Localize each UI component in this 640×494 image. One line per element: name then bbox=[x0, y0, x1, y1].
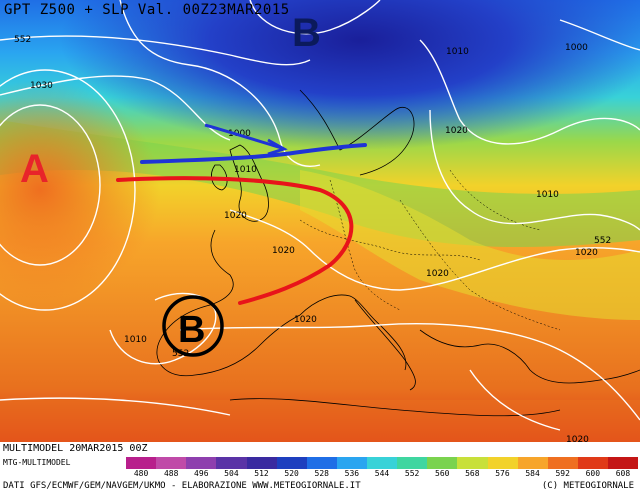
isobar-label: 1010 bbox=[234, 165, 257, 175]
scale-swatch bbox=[126, 457, 157, 469]
scale-tick-label: 504 bbox=[224, 469, 239, 478]
italy-coast bbox=[354, 299, 416, 391]
scale-tick-label: 584 bbox=[525, 469, 540, 478]
isobar-1000-north bbox=[119, 0, 321, 167]
isobar-high-inner bbox=[0, 104, 101, 266]
isobar-low-ring bbox=[249, 0, 381, 35]
geopotential-map: 552 1030 1000 1010 1020 1010 1020 1000 1… bbox=[0, 0, 640, 442]
copyright-label: (C) METEOGIORNALE bbox=[541, 481, 634, 491]
scale-swatch bbox=[246, 457, 277, 469]
isobar-1020 bbox=[229, 209, 640, 291]
southern-shading bbox=[0, 400, 640, 442]
arrow-head-icon bbox=[267, 138, 288, 156]
scale-swatch bbox=[186, 457, 217, 469]
isobar-label: 1020 bbox=[445, 126, 468, 136]
cold-flow-arrow bbox=[204, 123, 283, 150]
scale-swatch bbox=[216, 457, 247, 469]
scale-swatch bbox=[457, 457, 488, 469]
iberia-france-coast bbox=[156, 229, 301, 377]
isobar-label: 1020 bbox=[272, 246, 295, 256]
model-run-label: MULTIMODEL 20MAR2015 00Z bbox=[3, 443, 148, 454]
north-africa-coast bbox=[229, 398, 561, 417]
scale-swatch bbox=[547, 457, 578, 469]
country-borders bbox=[299, 169, 561, 331]
isobar-high-outer bbox=[0, 69, 136, 311]
border-line-4 bbox=[449, 169, 541, 231]
isobar-label: 1030 bbox=[30, 81, 53, 91]
scale-swatch bbox=[397, 457, 428, 469]
scale-tick-label: 536 bbox=[344, 469, 360, 478]
isobar-label: 552 bbox=[14, 35, 31, 45]
balkans-turkey-coast bbox=[419, 329, 640, 384]
isobar-label: 1010 bbox=[446, 47, 469, 57]
isobar-south-west bbox=[0, 397, 231, 416]
scale-swatch bbox=[336, 457, 367, 469]
isobar-1000-east bbox=[559, 19, 640, 51]
scale-tick-label: 520 bbox=[284, 469, 299, 478]
low-pressure-marker-iberia: B bbox=[178, 309, 205, 351]
yellow-tongue-shading bbox=[300, 170, 640, 320]
color-scale-bar bbox=[126, 457, 639, 469]
scale-tick-label: 568 bbox=[465, 469, 480, 478]
color-scale-ticks: 480 488 496 504 512 520 528 536 544 552 560 568 576 5… bbox=[126, 469, 638, 479]
azores-high-shading bbox=[0, 80, 160, 300]
isobar-552-north bbox=[0, 35, 311, 66]
scale-swatch bbox=[487, 457, 518, 469]
scale-tick-label: 544 bbox=[374, 469, 390, 478]
scale-tick-label: 488 bbox=[163, 469, 179, 478]
isobars bbox=[0, 0, 640, 430]
scale-swatch bbox=[156, 457, 187, 469]
isobar-label: 1010 bbox=[124, 335, 147, 345]
scale-swatch bbox=[276, 457, 307, 469]
data-credits: DATI GFS/ECMWF/GEM/NAVGEM/UKMO - ELABORA… bbox=[3, 481, 361, 491]
ireland-coast bbox=[211, 164, 228, 191]
isobar-southeast bbox=[469, 369, 561, 431]
scandinavia-coast bbox=[299, 89, 415, 176]
isobar-iberia-low bbox=[109, 292, 217, 365]
gulf-of-lion-coast bbox=[299, 294, 407, 371]
border-line-2 bbox=[329, 179, 401, 311]
scale-tick-label: 496 bbox=[194, 469, 209, 478]
scale-tick-label: 576 bbox=[495, 469, 510, 478]
northern-trough-shading bbox=[60, 0, 640, 150]
isobar-label: 1020 bbox=[294, 315, 317, 325]
scale-tick-label: 600 bbox=[585, 469, 601, 478]
isobar-label: 1020 bbox=[575, 248, 598, 258]
scale-swatch bbox=[306, 457, 337, 469]
scale-tick-label: 592 bbox=[555, 469, 570, 478]
low-pressure-marker-north: B bbox=[292, 11, 321, 55]
isobar-1010-east bbox=[419, 39, 640, 145]
isobar-label: 1010 bbox=[536, 190, 559, 200]
cold-flow-line bbox=[140, 143, 367, 164]
scale-swatch bbox=[427, 457, 458, 469]
isobar-label: 552 bbox=[594, 236, 611, 246]
scale-tick-label: 560 bbox=[435, 469, 450, 478]
scale-tick-label: 608 bbox=[615, 469, 631, 478]
isobar-label: 1020 bbox=[224, 211, 247, 221]
low-marker-ring bbox=[162, 295, 224, 357]
scale-swatch bbox=[367, 457, 398, 469]
warm-front-annotation bbox=[116, 176, 354, 305]
scale-tick-label: 552 bbox=[404, 469, 420, 478]
scale-tick-label: 512 bbox=[254, 469, 269, 478]
isobar-1010-central bbox=[429, 109, 640, 231]
coastlines bbox=[156, 89, 640, 417]
isobar-label: 1000 bbox=[565, 43, 588, 53]
isobar-label: 1020 bbox=[566, 435, 589, 442]
high-pressure-marker: A bbox=[20, 147, 49, 191]
isobar-1030 bbox=[0, 75, 231, 141]
scale-swatch bbox=[517, 457, 548, 469]
isobar-label: 1020 bbox=[426, 269, 449, 279]
scale-swatch bbox=[577, 457, 608, 469]
isobar-1020-south bbox=[179, 323, 640, 421]
model-name-label: MTG-MULTIMODEL bbox=[3, 458, 71, 467]
scale-tick-label: 528 bbox=[314, 469, 329, 478]
map-title: GPT Z500 + SLP Val. 00Z23MAR2015 bbox=[4, 2, 290, 18]
scale-swatch bbox=[608, 457, 639, 469]
scale-tick-label: 480 bbox=[133, 469, 149, 478]
